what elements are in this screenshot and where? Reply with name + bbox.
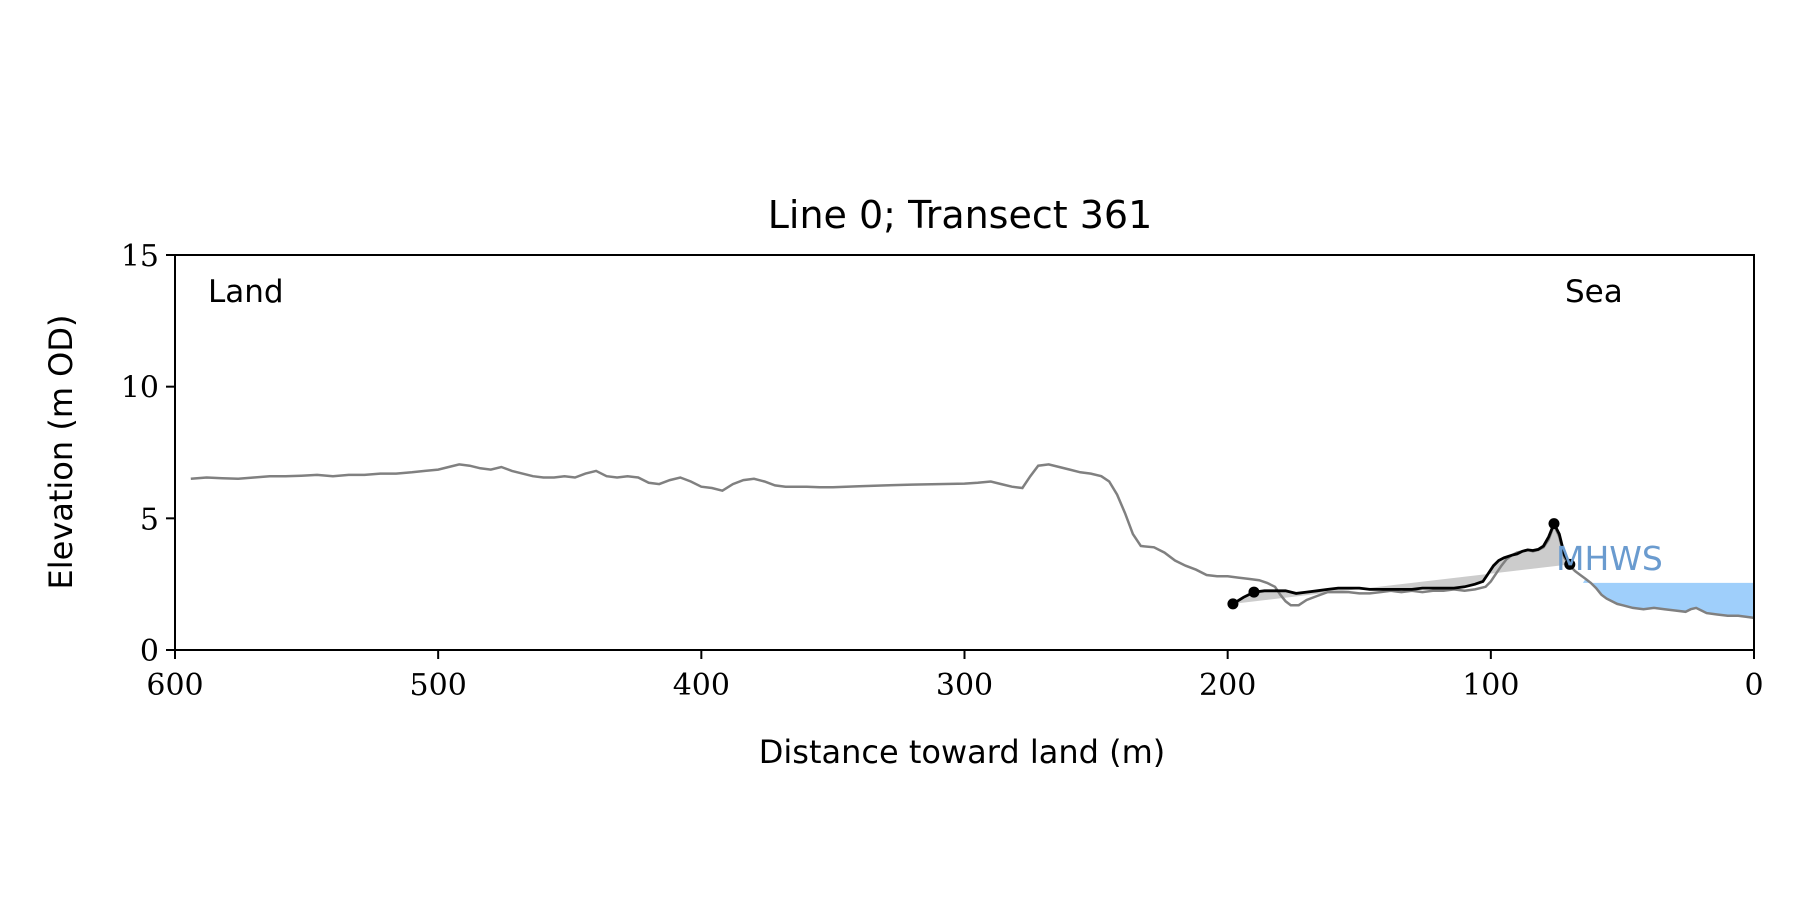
y-axis-ticks: 0 5 10 15 — [121, 239, 175, 669]
chart-title: Line 0; Transect 361 — [768, 193, 1153, 237]
x-tick-label: 200 — [1199, 668, 1256, 703]
x-tick-label: 600 — [146, 668, 203, 703]
segment-line — [1232, 520, 1572, 606]
x-tick-label: 100 — [1462, 668, 1519, 703]
x-tick-label: 300 — [936, 668, 993, 703]
mhws-water-fill — [1582, 578, 1754, 618]
segment-marker-0 — [1227, 598, 1239, 610]
segment-marker-1 — [1248, 586, 1260, 598]
x-tick-label: 500 — [410, 668, 467, 703]
x-tick-label: 400 — [673, 668, 730, 703]
plot-frame — [174, 254, 1755, 651]
segment-marker-2 — [1548, 518, 1560, 530]
y-tick-label: 15 — [121, 239, 159, 274]
y-tick-label: 0 — [140, 634, 159, 669]
y-tick-label: 5 — [140, 502, 159, 537]
y-axis-label: Elevation (m OD) — [42, 315, 80, 590]
sea-label: Sea — [1565, 274, 1623, 310]
x-axis-label: Distance toward land (m) — [759, 733, 1165, 771]
profile-line — [190, 463, 1755, 620]
land-label: Land — [208, 274, 284, 310]
plot-area — [190, 463, 1755, 620]
segment-markers — [1227, 518, 1576, 610]
segment-marker-3 — [1564, 558, 1576, 570]
y-tick-label: 10 — [121, 371, 159, 406]
x-axis-ticks: 600 500 400 300 200 100 0 — [146, 650, 1764, 703]
mhws-label: MHWS — [1556, 539, 1663, 578]
x-tick-label: 0 — [1744, 668, 1763, 703]
